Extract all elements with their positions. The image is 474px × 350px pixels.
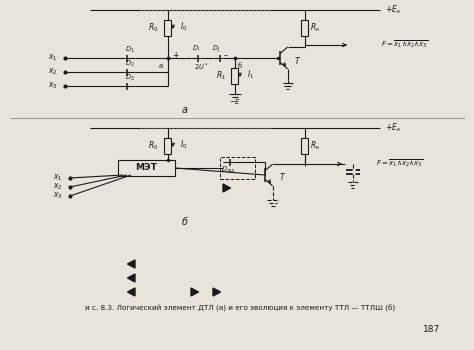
Text: $x_1$: $x_1$	[48, 53, 58, 63]
Text: $R_0$: $R_0$	[147, 22, 158, 34]
Text: $x_1$: $x_1$	[54, 173, 63, 183]
Text: $x_3$: $x_3$	[48, 81, 58, 91]
Text: МЭТ: МЭТ	[136, 163, 157, 173]
Text: $I_0$: $I_0$	[180, 21, 187, 33]
Text: $R_1$: $R_1$	[216, 70, 226, 82]
Text: $F=\overline{x_1{\wedge}x_2{\wedge}x_3}$: $F=\overline{x_1{\wedge}x_2{\wedge}x_3}$	[382, 38, 428, 50]
Text: $D_j$: $D_j$	[212, 43, 220, 55]
Polygon shape	[223, 184, 230, 192]
Bar	[231, 68, 238, 84]
Text: $I_0$: $I_0$	[180, 139, 187, 151]
Text: и с. 8.3. Логический элемент ДТЛ (а) и его эволюция к элементу ТТЛ — ТТЛШ (б): и с. 8.3. Логический элемент ДТЛ (а) и е…	[85, 304, 395, 312]
Bar	[164, 138, 172, 154]
Text: $D_{дш}$: $D_{дш}$	[221, 164, 235, 175]
Bar	[220, 157, 255, 179]
Text: $D_i$: $D_i$	[192, 44, 200, 54]
Text: 187: 187	[423, 326, 440, 335]
Bar	[118, 160, 175, 176]
Text: $+E_{к}$: $+E_{к}$	[385, 4, 401, 16]
Text: $-E$: $-E$	[229, 97, 241, 105]
Text: б: б	[238, 63, 242, 69]
Text: –: –	[224, 51, 228, 61]
Text: $R_0$: $R_0$	[147, 140, 158, 152]
Polygon shape	[191, 288, 199, 296]
Text: +: +	[172, 51, 178, 61]
Bar	[301, 20, 309, 36]
Text: $F=\overline{x_1{\wedge}x_2{\wedge}x_3}$: $F=\overline{x_1{\wedge}x_2{\wedge}x_3}$	[376, 158, 424, 169]
Polygon shape	[128, 274, 135, 282]
Text: $T$: $T$	[294, 55, 301, 65]
Text: б: б	[182, 217, 188, 227]
Text: $D_2$: $D_2$	[125, 59, 135, 69]
Text: $D_1$: $D_1$	[125, 45, 135, 55]
Text: $D_3$: $D_3$	[125, 73, 135, 83]
Bar	[301, 138, 309, 154]
Polygon shape	[213, 288, 220, 296]
Text: а: а	[159, 63, 163, 69]
Text: $R_{к}$: $R_{к}$	[310, 22, 320, 34]
Text: $x_3$: $x_3$	[53, 191, 63, 201]
Text: $x_2$: $x_2$	[54, 182, 63, 192]
Polygon shape	[128, 260, 135, 268]
Text: $R_{к}$: $R_{к}$	[310, 140, 320, 152]
Text: $I_1$: $I_1$	[247, 69, 254, 81]
Bar	[164, 20, 172, 36]
Text: $2U^*$: $2U^*$	[194, 61, 208, 73]
Polygon shape	[128, 288, 135, 296]
Text: $x_2$: $x_2$	[48, 67, 58, 77]
Text: $T$: $T$	[279, 172, 286, 182]
Text: $+E_{к}$: $+E_{к}$	[385, 122, 401, 134]
Text: а: а	[182, 105, 188, 115]
